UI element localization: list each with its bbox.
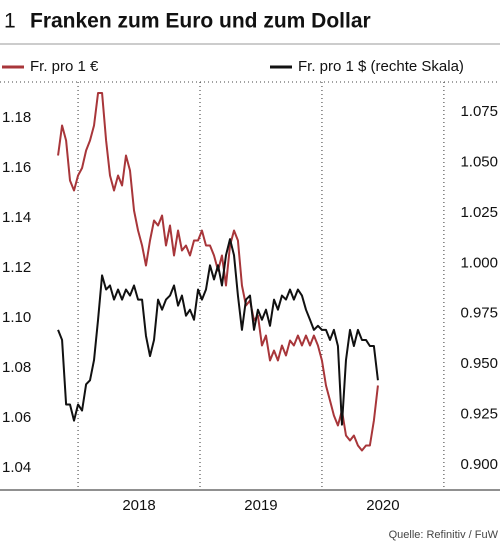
y-tick-label: 1.12 (2, 259, 31, 276)
y-tick-label: 1.18 (2, 109, 31, 126)
y2-tick-label: 1.050 (460, 153, 498, 170)
y-tick-label: 1.14 (2, 209, 31, 226)
y-tick-label: 1.04 (2, 459, 31, 476)
y2-tick-label: 0.900 (460, 456, 498, 473)
legend-label: Fr. pro 1 € (30, 58, 99, 75)
y2-tick-label: 1.025 (460, 204, 498, 221)
figure-number: 1 (4, 10, 16, 33)
y2-tick-label: 0.975 (460, 305, 498, 322)
x-tick-label: 2019 (244, 497, 277, 514)
y2-tick-label: 1.000 (460, 254, 498, 271)
y2-tick-label: 0.950 (460, 355, 498, 372)
y2-tick-label: 0.925 (460, 406, 498, 423)
y-tick-label: 1.10 (2, 309, 31, 326)
y2-tick-label: 1.075 (460, 103, 498, 120)
x-tick-label: 2018 (122, 497, 155, 514)
y-tick-label: 1.06 (2, 409, 31, 426)
line (57, 238, 379, 426)
chart-title: Franken zum Euro und zum Dollar (30, 10, 371, 33)
y-tick-label: 1.16 (2, 159, 31, 176)
legend-label: Fr. pro 1 $ (rechte Skala) (298, 58, 464, 75)
x-tick-label: 2020 (366, 497, 399, 514)
line (57, 92, 379, 452)
y-tick-label: 1.08 (2, 359, 31, 376)
source: Quelle: Refinitiv / FuW (389, 529, 499, 541)
